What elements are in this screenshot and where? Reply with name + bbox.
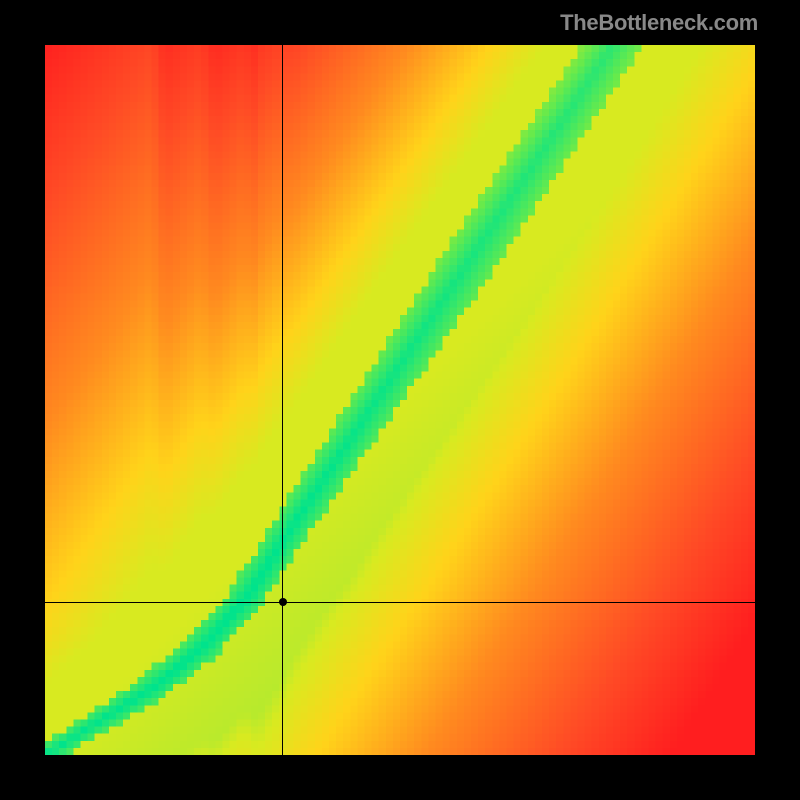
watermark-text: TheBottleneck.com xyxy=(560,10,758,36)
chart-container: TheBottleneck.com xyxy=(0,0,800,800)
heatmap-canvas xyxy=(45,45,755,755)
crosshair-dot xyxy=(279,598,287,606)
crosshair-vertical xyxy=(282,45,283,755)
crosshair-horizontal xyxy=(45,602,755,603)
